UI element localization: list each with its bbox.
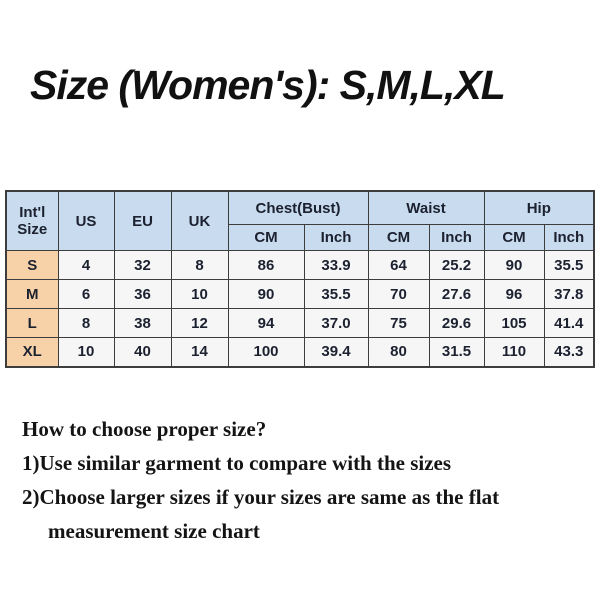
header-waist-inch: Inch — [428, 224, 485, 251]
notes-heading: How to choose proper size? — [22, 417, 267, 441]
header-eu: EU — [113, 190, 172, 251]
table-row-s: S 4 32 8 86 33.9 64 25.2 90 35.5 — [5, 250, 595, 280]
cell-us: 8 — [57, 308, 115, 338]
cell-us: 4 — [57, 250, 115, 280]
header-uk: UK — [170, 190, 229, 251]
cell-waist-inch: 25.2 — [428, 250, 485, 280]
header-hip-cm: CM — [483, 224, 545, 251]
cell-hip-cm: 90 — [483, 250, 545, 280]
header-intl-size: Int'l Size — [5, 190, 59, 251]
cell-chest-cm: 90 — [227, 279, 305, 309]
size-label: XL — [5, 337, 59, 367]
cell-waist-cm: 80 — [367, 337, 430, 367]
header-chest-cm: CM — [227, 224, 305, 251]
cell-eu: 32 — [113, 250, 172, 280]
header-us: US — [57, 190, 115, 251]
page-title: Size (Women's): S,M,L,XL — [30, 62, 506, 108]
cell-uk: 10 — [170, 279, 229, 309]
size-label: L — [5, 308, 59, 338]
header-chest-inch: Inch — [303, 224, 369, 251]
header-waist: Waist — [367, 190, 485, 225]
cell-hip-cm: 96 — [483, 279, 545, 309]
cell-chest-inch: 37.0 — [303, 308, 369, 338]
table-row-l: L 8 38 12 94 37.0 75 29.6 105 41.4 — [5, 308, 595, 338]
cell-us: 10 — [57, 337, 115, 367]
header-waist-cm: CM — [367, 224, 430, 251]
cell-hip-inch: 37.8 — [543, 279, 595, 309]
cell-hip-cm: 110 — [483, 337, 545, 367]
notes-line-3: measurement size chart — [48, 519, 260, 543]
table-header-row-units: CM Inch CM Inch CM Inch — [6, 224, 595, 251]
cell-chest-cm: 94 — [227, 308, 305, 338]
table-row-m: M 6 36 10 90 35.5 70 27.6 96 37.8 — [5, 279, 595, 309]
notes-line-1: 1)Use similar garment to compare with th… — [22, 451, 452, 475]
cell-chest-inch: 35.5 — [303, 279, 369, 309]
header-hip-inch: Inch — [543, 224, 595, 251]
cell-eu: 36 — [113, 279, 172, 309]
table-row-xl: XL 10 40 14 100 39.4 80 31.5 110 43.3 — [5, 337, 595, 367]
cell-hip-inch: 41.4 — [543, 308, 595, 338]
cell-waist-inch: 31.5 — [428, 337, 485, 367]
table-header-row-main: Int'l Size US EU UK Chest(Bust) Waist Hi… — [5, 190, 595, 251]
cell-hip-inch: 35.5 — [543, 250, 595, 280]
size-label: M — [5, 279, 59, 309]
cell-chest-cm: 86 — [227, 250, 305, 280]
cell-uk: 12 — [170, 308, 229, 338]
header-hip: Hip — [483, 190, 595, 225]
size-table: Int'l Size US EU UK Chest(Bust) Waist Hi… — [5, 190, 596, 368]
sizing-notes: How to choose proper size? 1)Use similar… — [22, 412, 499, 548]
cell-eu: 40 — [113, 337, 172, 367]
cell-chest-cm: 100 — [227, 337, 305, 367]
cell-hip-inch: 43.3 — [543, 337, 595, 367]
cell-waist-cm: 70 — [367, 279, 430, 309]
cell-eu: 38 — [113, 308, 172, 338]
cell-uk: 8 — [170, 250, 229, 280]
cell-waist-inch: 27.6 — [428, 279, 485, 309]
notes-line-2: 2)Choose larger sizes if your sizes are … — [22, 485, 500, 509]
cell-chest-inch: 39.4 — [303, 337, 369, 367]
header-chest: Chest(Bust) — [227, 190, 369, 225]
cell-waist-inch: 29.6 — [428, 308, 485, 338]
cell-waist-cm: 75 — [367, 308, 430, 338]
size-label: S — [5, 250, 59, 280]
cell-hip-cm: 105 — [483, 308, 545, 338]
cell-uk: 14 — [170, 337, 229, 367]
cell-chest-inch: 33.9 — [303, 250, 369, 280]
cell-us: 6 — [57, 279, 115, 309]
cell-waist-cm: 64 — [367, 250, 430, 280]
